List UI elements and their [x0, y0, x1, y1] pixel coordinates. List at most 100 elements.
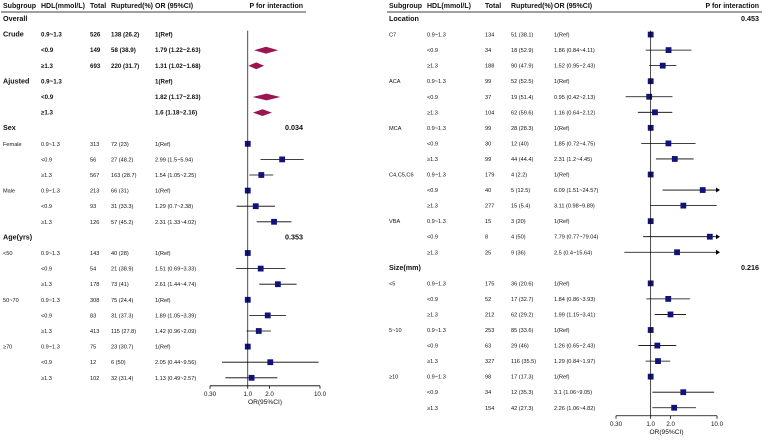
- row-hdl: <0.9: [41, 204, 52, 210]
- header-hdl: HDL(mmol/L): [427, 3, 471, 10]
- row-ruptured: 17 (32.7): [511, 297, 534, 303]
- ci-diamond: [254, 46, 279, 54]
- section-title: Age(yrs): [3, 232, 33, 241]
- row-or: 1.99 (1.15~3.41): [554, 312, 595, 318]
- header-subgroup: Subgroup: [389, 3, 422, 10]
- point-estimate: [706, 233, 713, 240]
- point-estimate: [652, 109, 658, 116]
- row-ruptured: 85 (33.6): [511, 328, 534, 334]
- row-total: 99: [485, 157, 491, 163]
- row-hdl: 0.9~1.3: [427, 281, 446, 287]
- row-total: 188: [485, 64, 494, 70]
- row-ruptured: 62 (29.2): [511, 312, 534, 318]
- row-total: 56: [90, 157, 96, 163]
- group-name: VBA: [389, 219, 400, 225]
- point-estimate: [665, 47, 672, 53]
- row-hdl: ≥1.3: [427, 157, 438, 163]
- row-total: 12: [90, 360, 96, 366]
- row-ruptured: 5 (12.5): [511, 188, 530, 194]
- group-name: ACA: [389, 79, 401, 85]
- row-or: 2.05 (0.44~9.56): [155, 360, 196, 366]
- row-or: 7.79 (0.77~79.04): [554, 235, 598, 241]
- row-hdl: 0.9~1.3: [427, 375, 446, 381]
- row-total: 149: [90, 47, 101, 54]
- row-total: 313: [90, 142, 99, 148]
- row-hdl: ≥1.3: [427, 312, 438, 318]
- row-or: 2.26 (1.06~4.82): [554, 406, 595, 412]
- row-total: 37: [485, 95, 491, 101]
- header-total: Total: [90, 3, 106, 10]
- section-title: Sex: [3, 123, 16, 132]
- row-ruptured: 29 (46): [511, 344, 529, 350]
- header-p-interaction: P for interaction: [249, 3, 303, 10]
- row-hdl: 0.9~1.3: [41, 189, 60, 195]
- row-or: 3.11 (0.98~9.89): [554, 204, 595, 210]
- group-name: MCA: [389, 126, 402, 132]
- row-total: 34: [485, 48, 491, 54]
- row-hdl: 0.9~1.3: [427, 79, 446, 85]
- row-or: 1.26 (0.65~2.43): [554, 344, 595, 350]
- point-estimate: [271, 218, 277, 225]
- row-hdl: ≥1.3: [41, 282, 52, 288]
- row-total: 327: [485, 359, 494, 365]
- row-ruptured: 138 (26.2): [111, 32, 139, 39]
- row-ruptured: 57 (45.2): [111, 220, 134, 226]
- row-or: 3.1 (1.06~9.05): [554, 390, 592, 396]
- point-estimate: [267, 359, 274, 366]
- row-hdl: ≥1.3: [41, 63, 54, 70]
- row-ruptured: 75 (24.4): [111, 298, 134, 304]
- row-or: 1(Ref): [155, 78, 173, 85]
- row-or: 1.79 (1.22~2.63): [155, 47, 201, 54]
- point-estimate: [248, 374, 255, 381]
- row-or: 1(Ref): [155, 142, 171, 148]
- row-total: 178: [90, 282, 99, 288]
- row-total: 693: [90, 63, 101, 70]
- row-total: 99: [485, 126, 491, 132]
- row-ruptured: 19 (51.4): [511, 95, 534, 101]
- row-total: 102: [90, 376, 99, 382]
- row-or: 1(Ref): [155, 298, 171, 304]
- row-hdl: 0.9~1.3: [427, 173, 446, 179]
- row-or: 1.13 (0.49~2.57): [155, 376, 196, 382]
- row-total: 98: [485, 375, 491, 381]
- group-name: Female: [3, 142, 22, 148]
- row-hdl: 0.9~1.3: [41, 32, 62, 39]
- header-p-interaction: P for interaction: [705, 3, 759, 10]
- point-estimate: [680, 202, 687, 209]
- row-hdl: ≥1.3: [427, 406, 438, 412]
- group-name: Ajusted: [3, 76, 29, 85]
- row-ruptured: 116 (35.5): [511, 359, 536, 365]
- row-total: 179: [485, 173, 494, 179]
- group-name: 5~10: [389, 328, 402, 334]
- x-tick-label: 1.0: [646, 421, 655, 428]
- row-hdl: ≥1.3: [427, 64, 438, 70]
- row-hdl: <0.9: [427, 188, 438, 194]
- row-or: 1(Ref): [554, 33, 570, 39]
- group-name: 50~70: [3, 298, 19, 304]
- point-estimate: [264, 312, 271, 319]
- row-total: 8: [485, 235, 488, 241]
- point-estimate: [258, 172, 265, 178]
- row-ruptured: 17 (17.3): [511, 375, 534, 381]
- row-ruptured: 52 (52.5): [511, 79, 534, 85]
- row-hdl: <0.9: [427, 95, 438, 101]
- row-total: 83: [90, 313, 96, 319]
- row-total: 15: [485, 219, 491, 225]
- point-estimate: [671, 404, 678, 411]
- row-total: 134: [485, 33, 494, 39]
- row-hdl: 0.9~1.3: [41, 251, 60, 257]
- row-hdl: ≥1.3: [427, 250, 438, 256]
- row-hdl: <0.9: [41, 267, 52, 273]
- row-total: 175: [485, 281, 494, 287]
- row-ruptured: 90 (47.9): [511, 64, 534, 70]
- row-hdl: <0.9: [427, 235, 438, 241]
- row-or: 1(Ref): [554, 328, 570, 334]
- point-estimate: [274, 281, 281, 288]
- row-or: 0.95 (0.42~2.13): [554, 95, 595, 101]
- row-ruptured: 31 (33.3): [111, 204, 134, 210]
- row-total: 93: [90, 204, 96, 210]
- group-name: ≥70: [3, 345, 12, 351]
- row-or: 1.6 (1.18~2.16): [155, 110, 197, 117]
- x-tick-label: 1.0: [243, 391, 252, 398]
- section-p-value: 0.216: [741, 263, 759, 272]
